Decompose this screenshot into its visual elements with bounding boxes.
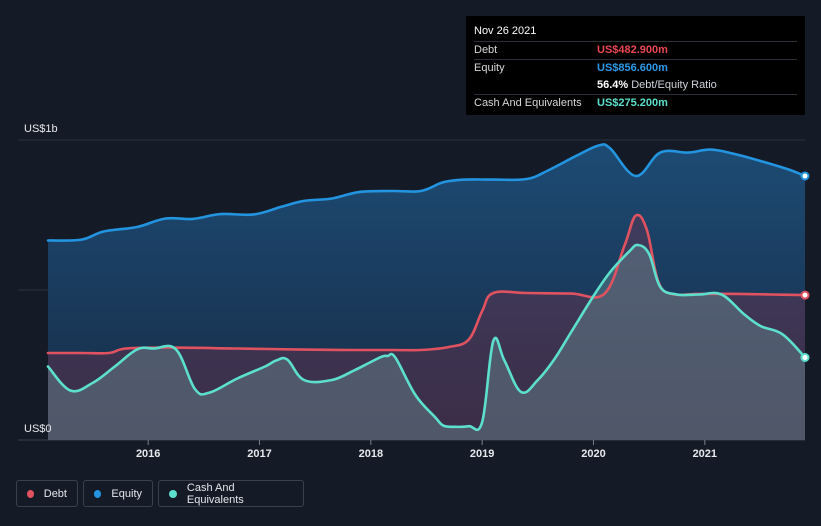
legend-debt-toggle[interactable]: Debt [16, 480, 78, 507]
x-tick-label-2017: 2017 [247, 448, 271, 460]
series-lines [46, 143, 807, 432]
tooltip-cash-label: Cash And Equivalents [474, 97, 582, 109]
legend-equity-label: Equity [111, 487, 142, 500]
legend-debt-label: Debt [43, 487, 67, 500]
equity-line [46, 143, 807, 242]
equity-area [48, 144, 805, 440]
legend-debt-dot [27, 489, 34, 498]
hover-tooltip: Nov 26 2021 Debt US$482.900m Equity US$8… [466, 16, 805, 115]
legend-cash-dot [169, 489, 177, 498]
legend-cash-label: Cash And Equivalents [186, 481, 244, 506]
debt-endpoint [800, 290, 810, 300]
equity-endpoint [800, 171, 810, 181]
tooltip-cash-value: US$275.200m [597, 97, 668, 109]
debt-area [48, 214, 805, 440]
tooltip-equity-value: US$856.600m [597, 62, 668, 74]
y-axis-top-label: US$1b [24, 123, 58, 135]
tooltip-ratio-row: 56.4% Debt/Equity Ratio [474, 77, 797, 94]
series-areas [48, 144, 805, 440]
x-axis-ticks: 2016 2017 2018 2019 2020 2021 [136, 440, 717, 460]
legend-equity-toggle[interactable]: Equity [83, 480, 153, 507]
legend-cash-toggle[interactable]: Cash And Equivalents [158, 480, 304, 507]
tooltip-cash-row: Cash And Equivalents US$275.200m [474, 94, 797, 112]
cash-and-equivalents-endpoint [800, 353, 810, 362]
x-tick-label-2021: 2021 [693, 448, 717, 460]
tooltip-debt-row: Debt US$482.900m [474, 41, 797, 59]
series-endpoints [800, 171, 810, 362]
x-tick-label-2019: 2019 [470, 448, 494, 460]
x-tick-label-2016: 2016 [136, 448, 160, 460]
y-axis-bottom-label: US$0 [24, 423, 52, 435]
tooltip-date: Nov 26 2021 [474, 25, 537, 37]
legend-equity-dot [94, 489, 102, 498]
tooltip-equity-row: Equity US$856.600m [474, 59, 797, 77]
tooltip-ratio-value: 56.4% [597, 79, 629, 91]
x-tick-label-2020: 2020 [581, 448, 605, 460]
tooltip-debt-value: US$482.900m [597, 44, 668, 56]
cash-and-equivalents-line [46, 243, 807, 432]
tooltip-equity-label: Equity [474, 62, 505, 74]
tooltip-ratio-label: Debt/Equity Ratio [631, 79, 717, 91]
cash-and-equivalents-area [48, 244, 805, 440]
tooltip-debt-label: Debt [474, 44, 498, 56]
x-tick-label-2018: 2018 [359, 448, 383, 460]
